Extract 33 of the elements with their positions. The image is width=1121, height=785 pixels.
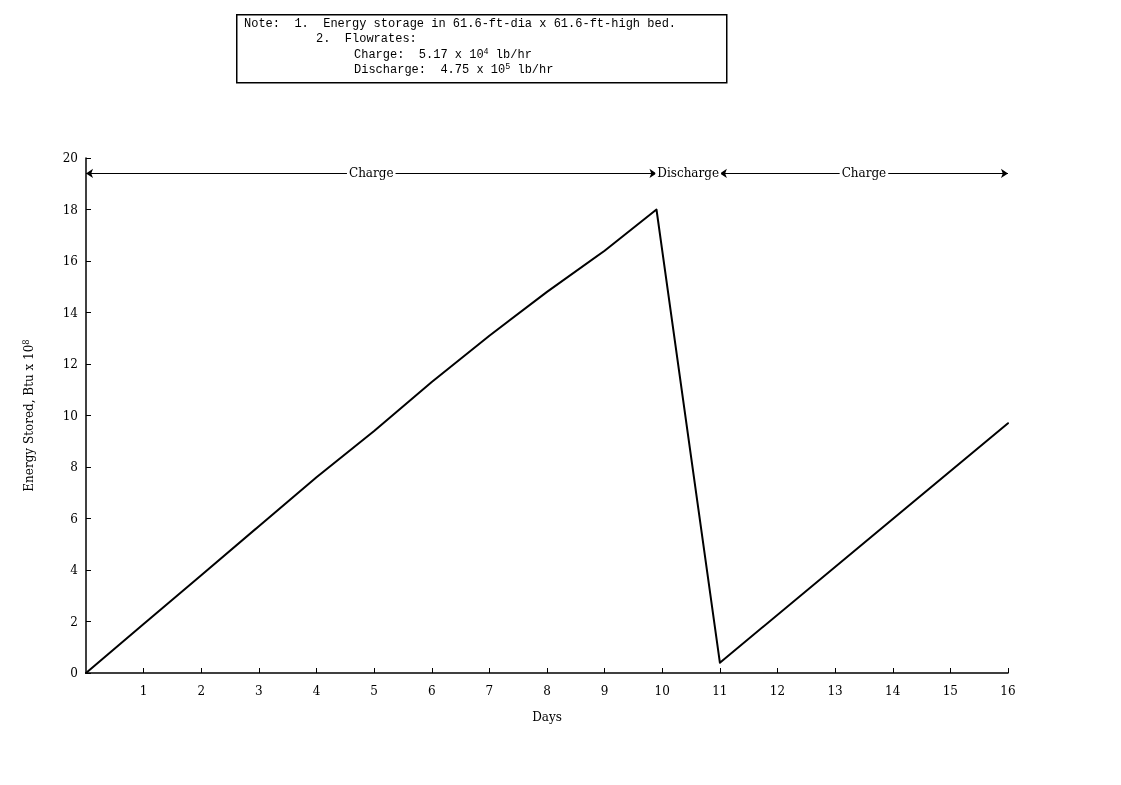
x-tick-label: 8 bbox=[543, 684, 551, 698]
y-tick-label: 18 bbox=[62, 202, 78, 217]
x-tick-label: 1 bbox=[139, 684, 148, 698]
x-tick-label: 11 bbox=[712, 684, 728, 698]
x-tick-label: 13 bbox=[827, 684, 843, 698]
x-tick-label: 9 bbox=[600, 684, 609, 698]
x-tick-label: 2 bbox=[197, 684, 206, 698]
x-tick-label: 3 bbox=[255, 684, 263, 698]
x-tick-label: 14 bbox=[885, 684, 901, 698]
x-tick-label: 15 bbox=[942, 684, 959, 698]
text: Note: 1. Energy storage in 61.6-ft-dia x 61.6-ft-high bed. bbox=[244, 17, 677, 31]
y-tick-label: 6 bbox=[70, 511, 78, 526]
annotation: Charge bbox=[348, 166, 394, 181]
annotation: Discharge bbox=[657, 166, 720, 181]
x-tick-label: 5 bbox=[370, 684, 378, 698]
x-tick-label: 4 bbox=[312, 684, 321, 698]
y-tick-label: 2 bbox=[70, 614, 78, 629]
y-tick-label: 16 bbox=[62, 254, 78, 268]
x-tick-label: 12 bbox=[769, 684, 786, 698]
annotation: Charge bbox=[841, 166, 887, 181]
y-tick-label: 10 bbox=[62, 408, 78, 423]
y-tick-label: 8 bbox=[70, 460, 78, 474]
x-axis-title: Days bbox=[532, 710, 562, 724]
x-tick-label: 6 bbox=[427, 684, 436, 698]
y-tick-label: 12 bbox=[62, 357, 78, 371]
x-tick-label: 7 bbox=[485, 684, 494, 698]
y-tick-label: 4 bbox=[70, 563, 79, 577]
y-tick-label: 14 bbox=[62, 305, 79, 320]
y-tick-label: 20 bbox=[62, 151, 78, 165]
x-tick-label: 10 bbox=[654, 684, 670, 698]
x-tick-label: 16 bbox=[1000, 684, 1016, 698]
y-tick-label: 0 bbox=[70, 666, 78, 680]
text: 2. Flowrates: bbox=[316, 32, 417, 46]
